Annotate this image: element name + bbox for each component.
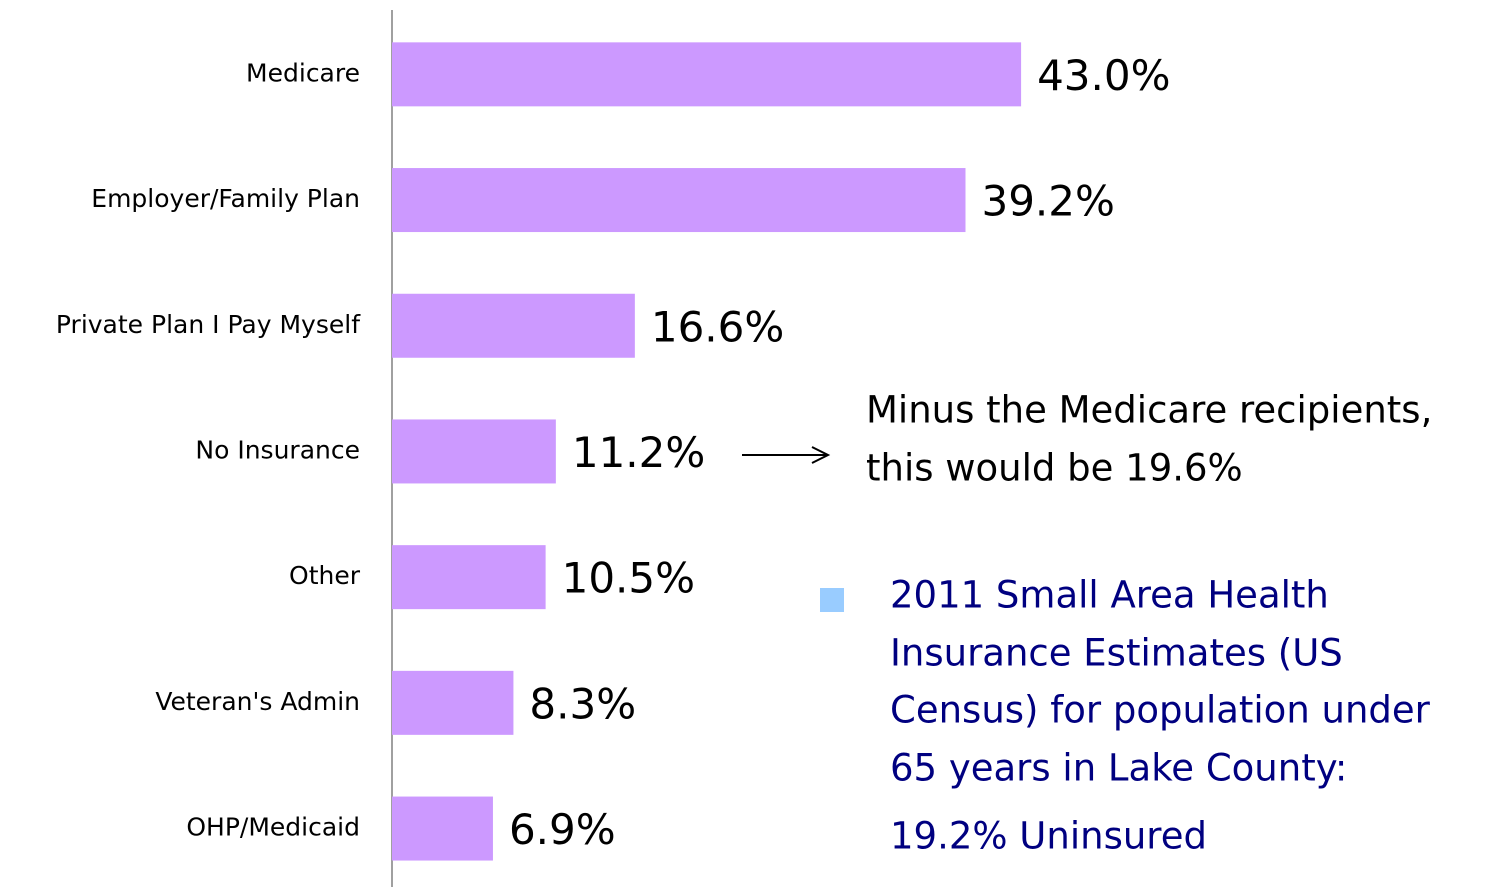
category-label: Other: [289, 561, 361, 590]
value-label: 10.5%: [562, 554, 695, 603]
bullet-text: Census) for population under: [890, 689, 1431, 732]
value-label: 39.2%: [981, 177, 1114, 226]
bullet-text: 19.2% Uninsured: [890, 815, 1207, 858]
value-label: 6.9%: [509, 805, 616, 854]
value-label: 16.6%: [651, 302, 784, 351]
arrow-head: [811, 446, 831, 464]
category-label: No Insurance: [195, 435, 360, 464]
bar: [392, 545, 546, 610]
value-label: 43.0%: [1037, 51, 1170, 100]
category-label: Employer/Family Plan: [91, 184, 360, 213]
category-label: OHP/Medicaid: [186, 813, 360, 842]
bullet-text: 2011 Small Area Health: [890, 574, 1329, 617]
category-label: Veteran's Admin: [155, 687, 360, 716]
bullet-marker: [820, 588, 844, 612]
bar: [392, 670, 514, 735]
bar: [392, 796, 493, 861]
annotation: Minus the Medicare recipients,: [866, 389, 1432, 432]
bar: [392, 293, 635, 358]
bar: [392, 42, 1022, 107]
value-label: 8.3%: [529, 679, 636, 728]
category-label: Medicare: [246, 58, 360, 87]
annotation: this would be 19.6%: [866, 447, 1243, 490]
bar: [392, 168, 966, 233]
value-label: 11.2%: [572, 428, 705, 477]
bar: [392, 419, 556, 484]
bullet-text: Insurance Estimates (US: [890, 632, 1343, 675]
bullet-text: 65 years in Lake County:: [890, 747, 1347, 790]
category-label: Private Plan I Pay Myself: [56, 310, 361, 339]
